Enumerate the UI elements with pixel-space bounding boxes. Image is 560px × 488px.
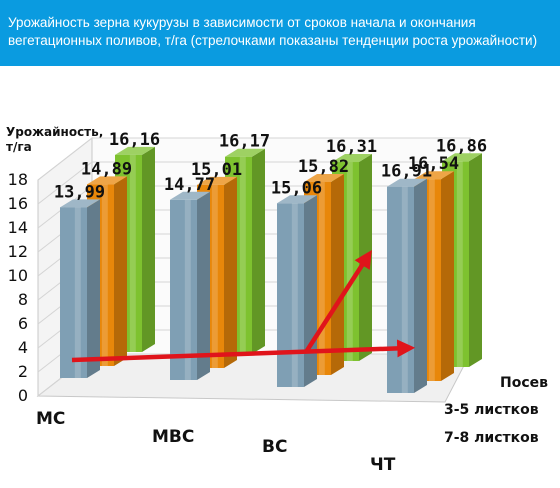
bar-top [170, 191, 210, 200]
y-tick-label: 2 [18, 362, 28, 381]
bar-side [114, 176, 127, 366]
y-tick-label: 12 [8, 242, 28, 261]
bar-value-label: 15,06 [271, 178, 322, 198]
bar-side [197, 191, 210, 380]
bar-highlight [239, 156, 246, 354]
legend-series-1: 7-8 листков [444, 430, 539, 446]
bar [60, 199, 100, 378]
x-category-label: ВС [262, 437, 287, 457]
y-tick-label: 4 [18, 338, 28, 357]
bar-front [170, 199, 197, 380]
bar-top [60, 199, 100, 208]
trend-arrow-horizontal [71, 339, 416, 363]
bar-side [441, 171, 454, 381]
x-category-label: МВС [152, 427, 194, 447]
bar [387, 178, 427, 393]
trend-arrow-up [304, 249, 372, 354]
chart-title-line-2: вегетационных поливов, т/га (стрелочками… [8, 33, 538, 48]
y-tick-label: 6 [18, 314, 28, 333]
y-tick-label: 8 [18, 290, 28, 309]
bar-front [387, 186, 414, 393]
bar-value-label: 15,01 [191, 160, 242, 180]
bar-value-label: 13,99 [54, 182, 105, 202]
bar-top [277, 195, 317, 204]
legend-series-2: 3-5 листков [444, 402, 539, 418]
bar-side [414, 178, 427, 393]
bar-top [332, 154, 372, 163]
bar-highlight [318, 181, 325, 375]
y-tick-label: 14 [8, 218, 28, 237]
bar [414, 171, 454, 381]
bar-top [387, 178, 427, 187]
gridline-side [37, 161, 93, 205]
bar-side [469, 153, 482, 367]
y-tick-label: 0 [18, 386, 28, 405]
bar-value-label: 16,31 [326, 137, 377, 157]
bar-value-label: 16,86 [436, 136, 487, 156]
bar-highlight [211, 184, 218, 368]
y-tick-label: 10 [8, 266, 28, 285]
y-axis-label: Урожайность, [6, 125, 103, 139]
bar-top [442, 153, 482, 162]
bar-value-label: 14,77 [164, 175, 215, 195]
bar-front [60, 207, 87, 378]
chart-header: Урожайность зерна кукурузы в зависимости… [0, 0, 560, 66]
bar-value-label: 16,91 [381, 162, 432, 182]
y-axis-unit: т/га [6, 140, 32, 154]
bar-highlight [346, 162, 353, 361]
chart-title-line-1: Урожайность зерна кукурузы в зависимости… [8, 15, 476, 30]
bar-highlight [428, 179, 435, 381]
bar-side [331, 173, 344, 375]
bar-side [304, 195, 317, 387]
bar-side [87, 199, 100, 378]
bar [170, 191, 210, 380]
y-tick-label: 16 [8, 194, 28, 213]
bar-side [142, 146, 155, 352]
bar-top [304, 173, 344, 182]
bar [277, 195, 317, 387]
bar-top [414, 171, 454, 180]
legend-title: Посев [500, 375, 548, 391]
bar-top [115, 146, 155, 155]
bar-top [197, 176, 237, 185]
x-category-label: МС [36, 409, 65, 429]
bar-value-label: 16,16 [109, 130, 160, 150]
x-category-label: ЧТ [370, 455, 396, 475]
bar-value-label: 14,89 [81, 159, 132, 179]
bar-highlight [291, 203, 298, 387]
bar-front [277, 203, 304, 387]
bar-value-label: 16,17 [219, 132, 270, 152]
bar-highlight [456, 161, 463, 367]
bar-highlight [101, 184, 108, 366]
bar-side [224, 176, 237, 368]
gridline-side [37, 137, 93, 181]
bar-value-label: 15,82 [298, 157, 349, 177]
bar-side [252, 148, 265, 354]
bar-highlight [129, 154, 136, 352]
bar-highlight [401, 186, 408, 393]
y-tick-label: 18 [8, 170, 28, 189]
bar-highlight [74, 207, 81, 378]
bar-value-label: 16,54 [408, 154, 459, 174]
bar-top [225, 148, 265, 157]
bar-highlight [184, 199, 191, 380]
bar-top [87, 176, 127, 185]
